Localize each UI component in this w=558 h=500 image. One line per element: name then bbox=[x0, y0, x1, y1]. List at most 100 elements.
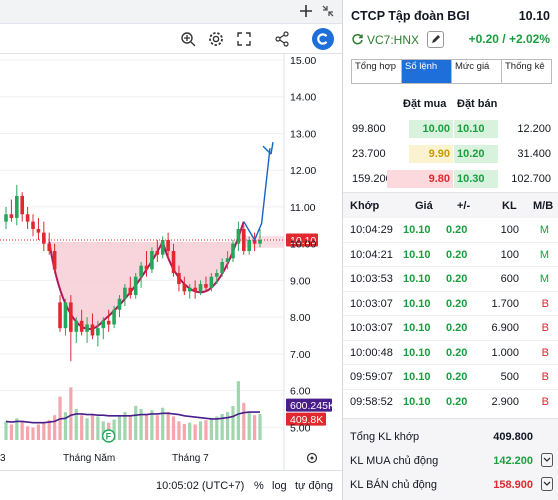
candle bbox=[9, 199, 14, 222]
trade-row: 10:04:29 10.10 0.20 100 M bbox=[343, 218, 558, 243]
price-chart[interactable]: 10.10 600.245K 409.8K F 15.00 14.00 13.00 12.0… bbox=[0, 54, 342, 470]
volume-bar bbox=[90, 413, 95, 440]
ask-price[interactable]: 10.30 bbox=[454, 170, 498, 188]
candle bbox=[123, 284, 127, 307]
tab-overview[interactable]: Tổng hợp bbox=[352, 60, 402, 83]
ask-header: Đặt bán bbox=[457, 98, 498, 110]
trade-volume: 1.000 bbox=[491, 346, 519, 359]
volume-bar bbox=[26, 426, 30, 440]
volume-bar bbox=[258, 413, 262, 440]
auto-scale-toggle[interactable]: tự động bbox=[295, 480, 333, 492]
volume-bar bbox=[112, 419, 116, 440]
candle-body bbox=[187, 287, 192, 292]
ask-price[interactable]: 10.10 bbox=[454, 120, 498, 138]
trade-row: 10:04:21 10.10 0.20 100 M bbox=[343, 243, 558, 267]
candle-body bbox=[106, 320, 111, 325]
bid-price[interactable]: 9.90 bbox=[409, 145, 453, 163]
gear-icon[interactable] bbox=[206, 29, 226, 49]
volume-bar bbox=[215, 416, 219, 440]
edit-pencil-icon[interactable] bbox=[427, 31, 445, 48]
zoom-icon[interactable] bbox=[178, 29, 198, 49]
candle-body bbox=[4, 214, 8, 222]
tab-orderbook[interactable]: Sổ lệnh bbox=[402, 60, 452, 83]
event-marker-label: F bbox=[106, 432, 112, 442]
tab-price-levels[interactable]: Mức giá bbox=[452, 60, 502, 83]
candle-body bbox=[252, 239, 257, 244]
bid-volume: 23.700 bbox=[352, 148, 386, 160]
trade-side: M bbox=[539, 248, 549, 261]
trade-change: 0.20 bbox=[446, 322, 468, 334]
candle-body bbox=[69, 302, 73, 332]
candle bbox=[177, 265, 181, 292]
bid-price[interactable]: 9.80 bbox=[387, 170, 453, 188]
orderbook-row: 99.800 10.00 10.10 12.200 bbox=[343, 118, 558, 140]
bid-price[interactable]: 10.00 bbox=[409, 120, 453, 138]
candle bbox=[214, 269, 219, 285]
orderbook-row: 159.200 9.80 10.30 102.700 bbox=[343, 168, 558, 190]
tab-statistics[interactable]: Thống kê bbox=[505, 61, 545, 72]
candle-body bbox=[150, 251, 154, 270]
candle bbox=[182, 276, 187, 296]
trade-side: B bbox=[541, 395, 549, 408]
collapse-icon[interactable] bbox=[320, 3, 336, 19]
volume-bar bbox=[236, 381, 240, 440]
time-axis-label-0: 3 bbox=[0, 453, 6, 464]
trade-time: 10:03:07 bbox=[350, 322, 393, 334]
summary-sell[interactable]: KL BÁN chủ động 158.900 bbox=[343, 473, 558, 497]
candle bbox=[31, 214, 35, 237]
volume-badge-bg bbox=[286, 412, 326, 426]
fullscreen-icon[interactable] bbox=[234, 29, 254, 49]
summary-buy[interactable]: KL MUA chủ động 142.200 bbox=[343, 449, 558, 473]
handle-fill bbox=[162, 221, 244, 293]
trade-volume: 1.700 bbox=[491, 297, 519, 310]
candle-body bbox=[177, 273, 181, 285]
volume-bar bbox=[128, 416, 132, 440]
price-axis: 15.00 14.00 13.00 12.00 11.00 10.00 9.00 8.00 7.… bbox=[290, 55, 316, 434]
chart-logo-icon[interactable] bbox=[312, 28, 334, 50]
candle bbox=[85, 317, 89, 343]
candle-body bbox=[25, 214, 30, 222]
volume-ma-line bbox=[5, 411, 260, 424]
axis-settings-dot bbox=[310, 456, 314, 460]
candle-body bbox=[198, 284, 203, 292]
candle-body bbox=[155, 251, 160, 255]
chevron-down-icon[interactable] bbox=[541, 453, 553, 467]
ticker-symbol[interactable]: VC7:HNX bbox=[367, 32, 420, 47]
col-price: Giá bbox=[415, 200, 433, 212]
volume-ma-badge: 600.245K bbox=[290, 400, 335, 412]
price-badge: 10.10 bbox=[290, 235, 316, 247]
volume-bar bbox=[36, 424, 41, 440]
volume-bar bbox=[182, 423, 186, 440]
trades-list[interactable]: 10:04:29 10.10 0.20 100 M 10:04:21 10.10 0.20 10… bbox=[343, 218, 558, 410]
price-tick-label: 8.00 bbox=[290, 312, 311, 324]
candle bbox=[36, 217, 41, 240]
chevron-down-icon[interactable] bbox=[541, 477, 553, 491]
candle-body bbox=[209, 276, 214, 288]
trade-row: 10:00:48 10.10 0.20 1.000 B bbox=[343, 341, 558, 365]
chart-pane[interactable]: 10.10 600.245K 409.8K F 15.00 14.00 13.00 12.0… bbox=[0, 0, 342, 500]
percent-toggle[interactable]: % bbox=[254, 480, 264, 492]
candle-body bbox=[139, 265, 143, 277]
candle-body bbox=[117, 298, 122, 310]
trade-time: 10:03:53 bbox=[350, 273, 393, 285]
add-icon[interactable] bbox=[298, 3, 314, 19]
trade-time: 10:00:48 bbox=[350, 346, 393, 359]
trade-time: 10:04:21 bbox=[350, 248, 393, 261]
candle bbox=[128, 276, 133, 299]
share-icon[interactable] bbox=[272, 29, 292, 49]
volume-bar bbox=[225, 412, 230, 440]
trade-volume: 6.900 bbox=[491, 322, 519, 334]
candle-body bbox=[96, 328, 100, 336]
chart-overlays: 10.10 600.245K 409.8K F bbox=[0, 142, 335, 464]
candle-body bbox=[42, 232, 46, 244]
trade-row: 10:03:07 10.10 0.20 6.900 B bbox=[343, 316, 558, 341]
log-toggle[interactable]: log bbox=[272, 480, 287, 492]
trade-change: 0.20 bbox=[446, 248, 468, 261]
time-axis-label-2: Tháng 7 bbox=[172, 453, 209, 464]
ticker-row[interactable]: VC7:HNX bbox=[351, 31, 445, 48]
trade-volume: 500 bbox=[500, 371, 519, 383]
ask-price[interactable]: 10.20 bbox=[454, 145, 498, 163]
bid-volume: 99.800 bbox=[352, 123, 386, 135]
volume-badge: 409.8K bbox=[290, 414, 323, 426]
price-tick-label: 11.00 bbox=[290, 202, 316, 214]
